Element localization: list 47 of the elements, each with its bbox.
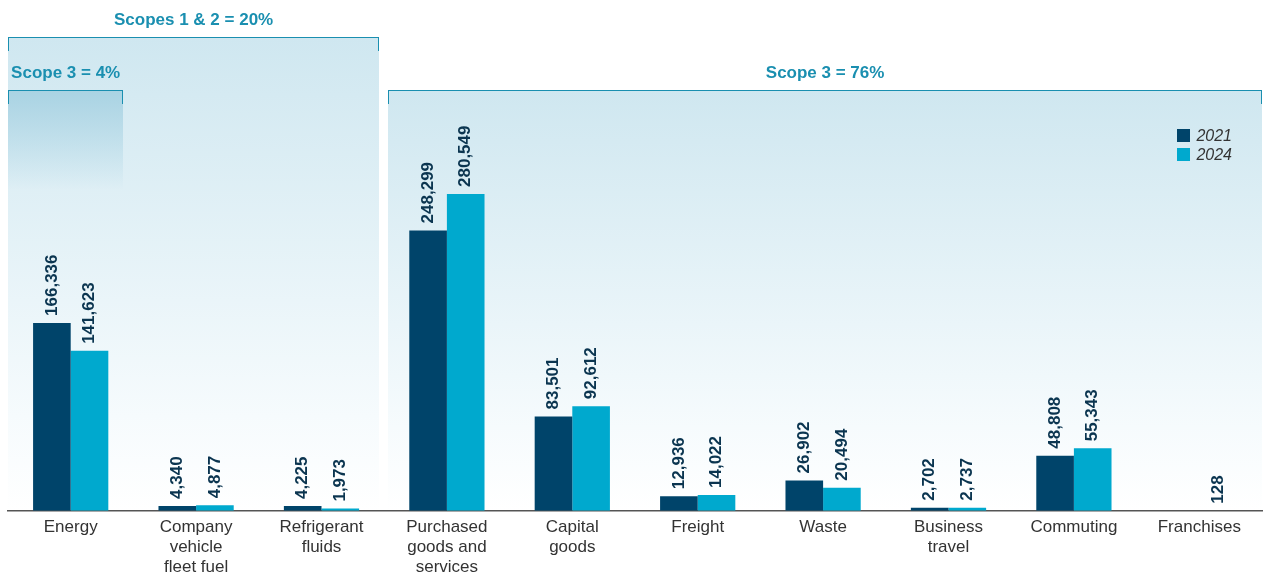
data-label: 83,501 <box>543 357 563 410</box>
data-label: 280,549 <box>455 125 475 187</box>
data-label: 141,623 <box>79 282 99 344</box>
data-label: 4,340 <box>166 456 186 499</box>
x-tick-label: Freight <box>671 516 725 536</box>
data-label: 1,973 <box>330 459 349 502</box>
data-label: 4,877 <box>204 455 224 499</box>
x-tick-label: Business travel <box>914 516 983 557</box>
x-tick-label: Capital goods <box>545 516 599 557</box>
data-label: 128 <box>1207 475 1227 504</box>
bar <box>823 487 861 511</box>
data-label: 26,902 <box>793 421 813 474</box>
data-label: 20,494 <box>831 428 851 481</box>
x-tick-label: Energy <box>43 516 99 536</box>
data-label: 55,343 <box>1082 389 1102 442</box>
bar <box>33 322 71 511</box>
x-tick-label: Commuting <box>1030 516 1118 536</box>
bar <box>534 416 573 511</box>
legend-label: 2024 <box>1196 145 1232 164</box>
data-label: 12,936 <box>668 437 688 490</box>
bar <box>196 505 234 511</box>
data-label: 248,299 <box>417 161 437 224</box>
bar <box>660 496 698 511</box>
bar <box>446 193 485 511</box>
x-tick-label: Waste <box>799 516 847 536</box>
band-label: Scopes 1 & 2 = 20% <box>113 10 274 30</box>
bar <box>572 406 610 511</box>
band-label: Scope 3 = 76% <box>765 63 885 83</box>
text: Scope 3 = 4% <box>11 63 121 83</box>
x-tick-label: Company vehicle fleet fuel <box>159 516 233 577</box>
bar <box>1073 448 1112 511</box>
data-label: 2,737 <box>957 458 976 501</box>
bar <box>70 350 109 511</box>
bar <box>409 230 447 511</box>
bar <box>1036 455 1074 511</box>
data-label: 48,808 <box>1044 396 1064 449</box>
data-label: 14,022 <box>706 435 726 488</box>
legend-label: 2021 <box>1196 126 1232 145</box>
data-label: 4,225 <box>292 456 312 500</box>
data-label: 92,612 <box>580 347 600 400</box>
x-tick-label: Purchased goods and services <box>406 516 488 577</box>
data-label: 2,702 <box>919 458 939 501</box>
bar <box>785 480 824 511</box>
x-tick-label: Refrigerant fluids <box>279 516 364 557</box>
x-tick-label: Franchises <box>1157 516 1241 536</box>
bar <box>697 494 736 511</box>
data-label: 166,336 <box>41 254 61 316</box>
